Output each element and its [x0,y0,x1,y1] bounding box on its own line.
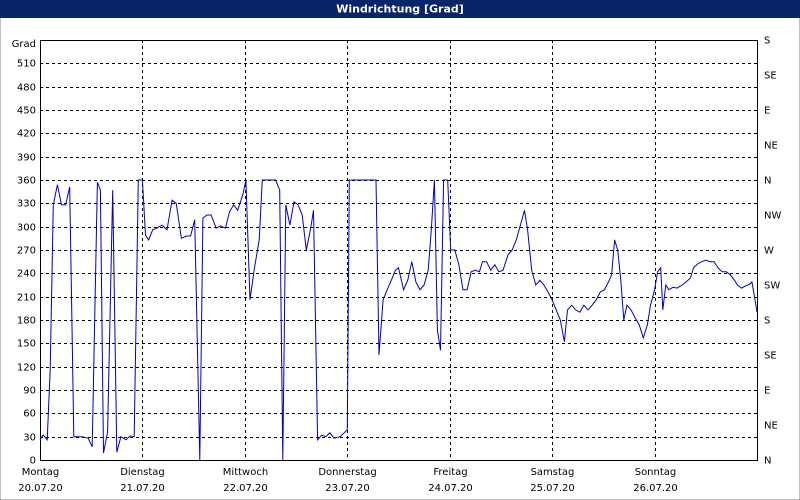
x-tick-date: 24.07.20 [428,483,473,494]
y-tick-label: 180 [17,316,36,327]
x-tick-date: 25.07.20 [530,483,575,494]
y-tick-label: 90 [23,386,36,397]
y2-tick-label: N [764,176,771,187]
y-tick-label: 330 [17,199,36,210]
y2-tick-label: W [764,246,774,257]
y-tick-label: 510 [17,59,36,70]
y-tick-label: 30 [23,433,36,444]
y-axis-label: Grad [12,39,36,50]
x-tick-label: Donnerstag [318,467,376,478]
y2-tick-label: NE [764,141,778,152]
y-tick-label: 270 [17,246,36,257]
y-tick-label: 240 [17,269,36,280]
x-tick-label: Sonntag [635,467,677,478]
x-tick-date: 22.07.20 [223,483,268,494]
y2-tick-label: S [764,36,770,47]
y-tick-label: 300 [17,223,36,234]
x-tick-label: Dienstag [120,467,165,478]
y-tick-label: 360 [17,176,36,187]
y2-tick-label: S [764,316,770,327]
y-tick-label: 390 [17,153,36,164]
data-line [39,179,758,461]
y2-tick-label: SW [764,281,780,292]
x-tick-label: Samstag [531,467,575,478]
x-tick-date: 20.07.20 [18,483,63,494]
x-tick-label: Freitag [433,467,467,478]
x-tick-label: Montag [22,467,59,478]
y2-tick-label: NE [764,421,778,432]
y-tick-label: 420 [17,129,36,140]
y-tick-label: 450 [17,106,36,117]
x-tick-label: Mittwoch [223,467,268,478]
x-tick-date: 23.07.20 [325,483,370,494]
y2-tick-label: N [764,456,771,467]
y-tick-label: 0 [30,456,36,467]
y2-tick-label: NW [764,211,781,222]
y-tick-label: 480 [17,83,36,94]
y-tick-label: 120 [17,363,36,374]
chart-title: Windrichtung [Grad] [336,3,464,16]
y-tick-label: 210 [17,293,36,304]
y2-tick-label: SE [764,71,777,82]
y2-tick-label: SE [764,351,777,362]
y-tick-label: 60 [23,409,36,420]
y2-tick-label: E [764,106,770,117]
y-tick-label: 150 [17,339,36,350]
plot-frame [40,40,758,461]
x-tick-date: 21.07.20 [120,483,165,494]
x-tick-date: 26.07.20 [633,483,678,494]
y2-tick-label: E [764,386,770,397]
title-bar [0,0,800,18]
